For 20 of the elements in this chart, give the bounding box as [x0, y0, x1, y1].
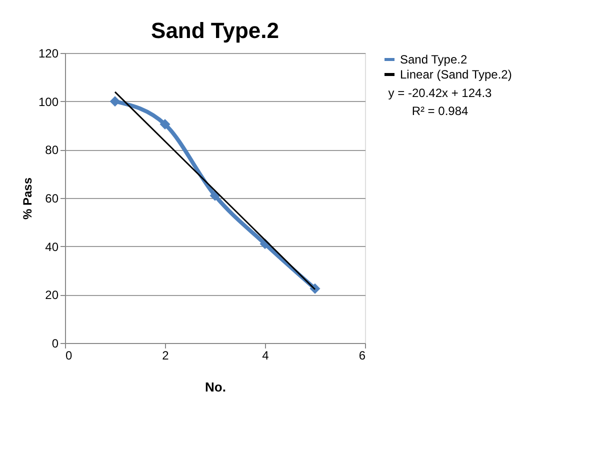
y-tick-label: 120	[38, 46, 59, 60]
chart-title: Sand Type.2	[151, 18, 279, 43]
text: R² = 0.984	[412, 104, 469, 118]
y-axis-title: % Pass	[20, 177, 34, 220]
y-tick-label: 80	[45, 143, 59, 158]
y-tick-label: 100	[38, 94, 59, 109]
x-tick-label: 6	[358, 348, 366, 362]
y-tick-label: 0	[52, 336, 59, 350]
y-tick-label: 20	[45, 288, 59, 302]
x-tick-label: 2	[162, 348, 170, 362]
legend-label: Sand Type.2	[400, 52, 468, 66]
x-axis-title: No.	[205, 380, 226, 394]
y-tick-label: 60	[45, 192, 59, 206]
point	[110, 96, 120, 107]
point	[160, 119, 170, 130]
text: y = -20.42x + 124.3	[388, 86, 492, 100]
y-tick-label: 40	[45, 240, 59, 254]
legend-label: Linear (Sand Type.2)	[400, 68, 512, 82]
x-tick-label: 0	[66, 348, 72, 362]
x-tick-label: 4	[262, 348, 270, 362]
